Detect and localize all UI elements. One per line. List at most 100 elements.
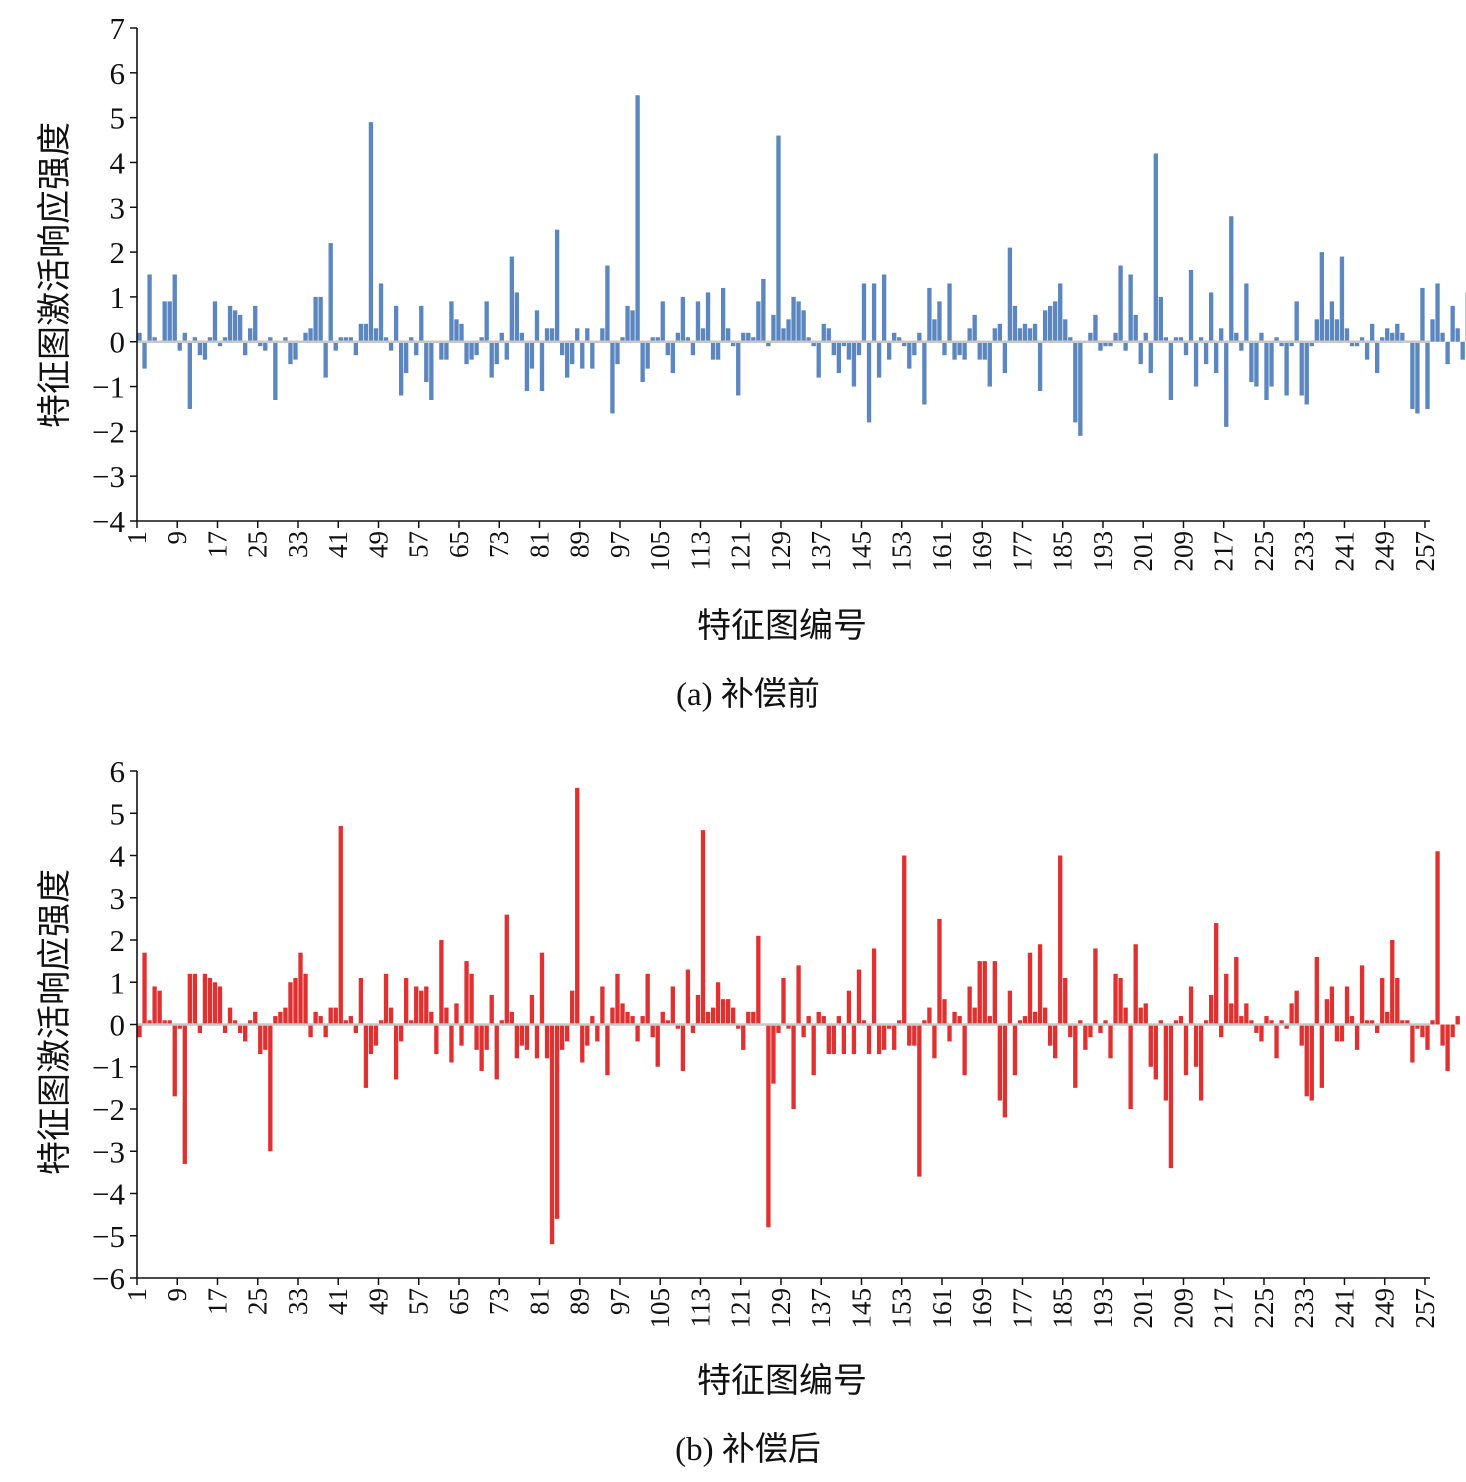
bar: [1299, 1024, 1304, 1046]
bar: [881, 274, 887, 342]
bar: [388, 1007, 394, 1025]
bar: [962, 1024, 967, 1076]
bar: [494, 1024, 499, 1080]
bar: [665, 341, 670, 356]
x-tick-label: 257: [1410, 531, 1440, 572]
bar: [474, 1024, 479, 1050]
bar: [237, 1024, 243, 1033]
x-tick-label: 241: [1330, 531, 1360, 572]
bar: [227, 1007, 233, 1025]
bar: [449, 301, 454, 342]
x-tick-label: 105: [645, 531, 675, 572]
bar: [972, 314, 977, 342]
y-tick-label: 2: [110, 235, 126, 270]
axes: [130, 27, 1430, 528]
bar: [1053, 1024, 1058, 1059]
bar: [1098, 341, 1103, 351]
bar: [1123, 341, 1128, 351]
bar: [690, 1024, 696, 1033]
bar: [670, 986, 675, 1025]
y-tick-label: −5: [92, 1219, 125, 1254]
bar: [1349, 341, 1355, 347]
bar: [1309, 1024, 1314, 1101]
bar: [368, 1024, 374, 1055]
bar: [856, 341, 862, 356]
x-tick-label: 185: [1048, 531, 1078, 572]
bar: [781, 328, 786, 342]
bar: [539, 952, 545, 1025]
bar: [1229, 216, 1234, 342]
bar: [1324, 999, 1330, 1025]
bar: [655, 1024, 660, 1067]
bar: [514, 1024, 520, 1059]
bar: [831, 1024, 836, 1055]
bar: [811, 1024, 816, 1076]
bar: [172, 274, 177, 342]
x-tick-label: 57: [404, 531, 434, 558]
bar: [454, 1003, 459, 1025]
bar: [741, 1024, 746, 1050]
bar: [635, 95, 640, 342]
bar: [1193, 1024, 1199, 1067]
bar: [781, 978, 786, 1025]
y-tick-label: 2: [110, 923, 126, 958]
x-tick-label: 1: [122, 531, 152, 545]
bar: [1369, 1020, 1375, 1025]
bar: [1093, 948, 1098, 1025]
x-tick-label: 113: [686, 1288, 716, 1328]
bar: [861, 1020, 867, 1025]
y-tick-label: 7: [110, 11, 126, 46]
bar: [675, 1024, 681, 1029]
bar: [741, 332, 746, 342]
bar: [152, 986, 157, 1025]
bar: [559, 1024, 565, 1050]
y-tick-labels: 6 5 4 3 2 1 0 −1 −2 −3 −4 −5 −6: [92, 754, 125, 1296]
bar: [806, 1016, 811, 1025]
bar: [409, 337, 414, 342]
x-tick-label: 217: [1209, 531, 1239, 572]
x-tick-label: 137: [806, 531, 836, 572]
bar: [172, 1024, 177, 1097]
bar: [892, 332, 897, 342]
bar: [600, 328, 605, 342]
bar: [1304, 1024, 1309, 1097]
bar: [846, 990, 852, 1025]
bar: [1435, 283, 1440, 342]
bar: [288, 982, 293, 1025]
bar: [554, 229, 560, 342]
bar: [1430, 319, 1435, 342]
bar: [368, 122, 374, 342]
bar: [886, 1024, 892, 1029]
bar: [1415, 1024, 1420, 1029]
bar: [1083, 1024, 1088, 1050]
bar: [806, 337, 811, 342]
x-tick-label: 209: [1169, 531, 1199, 572]
bar: [695, 301, 701, 342]
bar: [1364, 341, 1370, 360]
bar: [1148, 341, 1153, 374]
bar: [861, 283, 867, 342]
bar: [600, 986, 605, 1025]
bar: [524, 341, 530, 392]
bar: [353, 341, 359, 356]
bar: [373, 328, 379, 342]
bar: [826, 328, 831, 342]
bar: [1430, 1020, 1435, 1025]
bar: [147, 274, 152, 342]
x-tick-label: 81: [525, 1288, 555, 1315]
bar: [1395, 323, 1400, 342]
bar: [358, 323, 364, 342]
bar: [1349, 1016, 1355, 1025]
y-axis-title: 特征图激活响应强度: [35, 122, 75, 428]
bar: [1128, 274, 1133, 342]
bar: [539, 341, 545, 392]
bar: [1234, 956, 1239, 1025]
bar: [871, 948, 877, 1025]
bar: [524, 1024, 530, 1050]
bar: [514, 292, 520, 342]
bar: [409, 1020, 414, 1025]
bar: [534, 1024, 540, 1059]
x-tick-label: 89: [565, 531, 595, 558]
bar: [167, 301, 172, 342]
bar: [791, 296, 796, 342]
